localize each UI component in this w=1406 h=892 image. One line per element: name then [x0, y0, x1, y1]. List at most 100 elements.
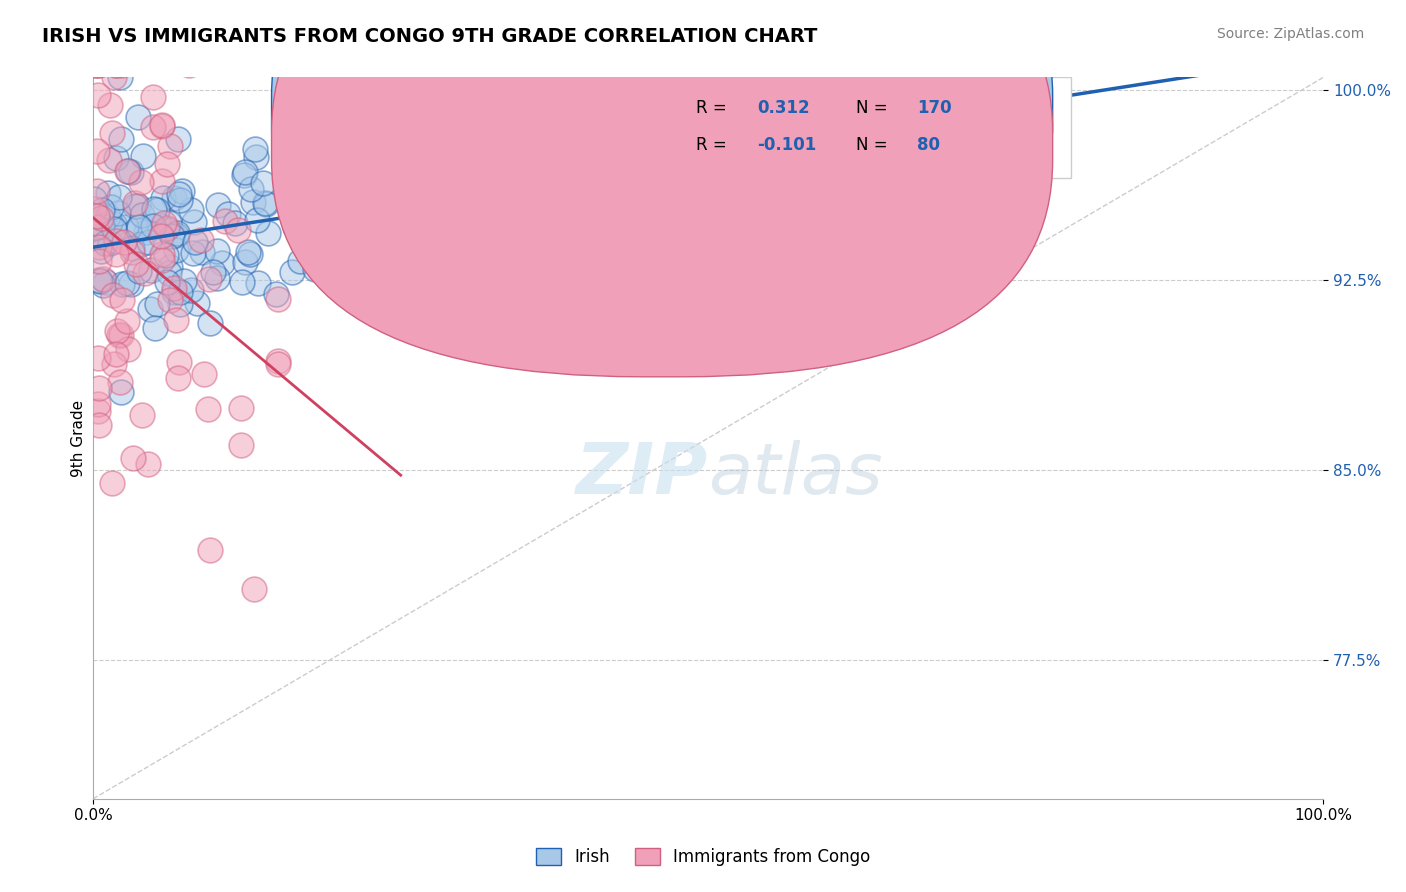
Point [207, 198, 229, 212]
Y-axis label: 9th Grade: 9th Grade [72, 400, 86, 476]
Point [100, 200, 122, 214]
Point [252, 177, 274, 191]
Point [121, 244, 143, 259]
Point [159, 138, 181, 153]
Point [193, 367, 215, 381]
Text: R =: R = [696, 99, 727, 118]
Point [112, 235, 135, 249]
Point [527, 187, 550, 202]
Text: Source: ZipAtlas.com: Source: ZipAtlas.com [1216, 27, 1364, 41]
Point [370, 225, 392, 239]
Point [1042, 145, 1064, 159]
Point [103, 357, 125, 371]
Point [371, 239, 394, 253]
Point [103, 217, 125, 231]
Point [152, 216, 174, 230]
Point [748, 135, 770, 149]
Point [253, 196, 276, 211]
Point [101, 475, 124, 490]
Point [142, 90, 165, 104]
Point [460, 125, 482, 139]
Point [87, 273, 110, 287]
Point [165, 243, 187, 257]
Point [337, 213, 360, 227]
Point [89, 274, 111, 288]
Point [447, 242, 470, 256]
Point [167, 187, 190, 202]
Point [191, 244, 214, 259]
Point [354, 255, 377, 269]
Point [519, 206, 541, 220]
Point [1022, 70, 1045, 85]
Point [217, 207, 239, 221]
Point [399, 165, 422, 179]
Point [110, 384, 132, 399]
Point [165, 312, 187, 326]
Point [84, 58, 107, 72]
Point [115, 163, 138, 178]
Point [138, 235, 160, 250]
Point [105, 247, 128, 261]
Point [183, 215, 205, 229]
Point [89, 381, 111, 395]
Point [246, 213, 269, 227]
Point [478, 253, 501, 268]
Point [93, 278, 115, 293]
Point [447, 145, 470, 160]
Point [522, 147, 544, 161]
Point [169, 297, 191, 311]
Point [669, 128, 692, 142]
Point [285, 173, 308, 187]
Point [110, 328, 132, 343]
Point [86, 184, 108, 198]
Point [576, 84, 599, 98]
Point [131, 208, 153, 222]
Point [304, 261, 326, 276]
Point [583, 122, 606, 136]
Point [117, 342, 139, 356]
Point [399, 161, 422, 175]
Point [371, 232, 394, 246]
Point [104, 152, 127, 166]
Point [134, 266, 156, 280]
Point [149, 228, 172, 243]
Point [242, 194, 264, 209]
Point [281, 265, 304, 279]
Point [245, 150, 267, 164]
Point [267, 354, 290, 368]
Point [87, 404, 110, 418]
Point [159, 293, 181, 307]
Point [267, 358, 290, 372]
Point [150, 118, 173, 132]
Point [142, 120, 165, 135]
Point [135, 225, 157, 239]
Point [148, 219, 170, 233]
Point [103, 70, 125, 84]
Point [110, 70, 132, 85]
Point [167, 131, 190, 145]
Point [716, 154, 738, 169]
Point [157, 266, 180, 280]
Point [165, 227, 187, 242]
Point [83, 221, 105, 235]
Point [447, 166, 470, 180]
Point [143, 320, 166, 334]
Point [157, 216, 180, 230]
Point [224, 216, 246, 230]
FancyBboxPatch shape [271, 0, 1053, 376]
Point [181, 246, 204, 260]
Point [214, 213, 236, 227]
Point [536, 186, 558, 201]
Point [169, 355, 191, 369]
Point [89, 417, 111, 432]
Point [307, 196, 329, 211]
Point [322, 166, 344, 180]
Point [581, 142, 603, 156]
Point [150, 252, 173, 267]
Point [254, 197, 277, 211]
Point [291, 197, 314, 211]
Point [201, 265, 224, 279]
Point [98, 215, 121, 229]
Point [159, 260, 181, 275]
Point [647, 121, 669, 136]
